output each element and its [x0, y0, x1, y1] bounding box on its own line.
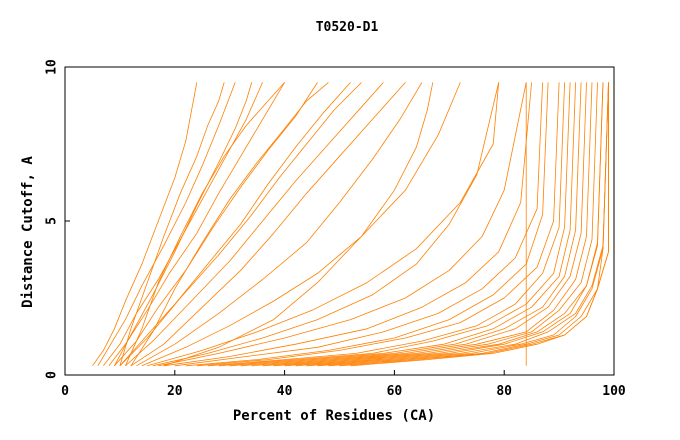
series-line-model-23: [251, 82, 587, 367]
series-line-model-20: [218, 82, 571, 367]
series-line-model-17: [185, 82, 549, 367]
series-line-model-28: [306, 82, 609, 367]
series-line-model-34: [125, 82, 285, 366]
series-line-model-09: [130, 82, 406, 367]
series-line-model-03: [103, 82, 263, 367]
series-line-model-19: [207, 82, 565, 367]
series-line-model-02: [97, 82, 236, 367]
series-line-model-12: [147, 82, 500, 367]
series-line-model-06: [119, 82, 351, 367]
series-line-model-33: [119, 82, 225, 366]
series-line-model-14: [158, 82, 527, 367]
x-axis: 0 20 40 60 80 100: [61, 370, 626, 399]
x-tick-label: 80: [496, 384, 512, 399]
series-line-model-16: [174, 82, 543, 367]
x-tick-label: 100: [602, 384, 626, 399]
series-line-model-26: [284, 82, 604, 367]
x-tick-label: 60: [387, 384, 403, 399]
y-tick-label: 5: [45, 217, 60, 225]
x-axis-label: Percent of Residues (CA): [233, 408, 435, 424]
series-line-model-35: [130, 82, 329, 367]
series-line-model-01: [92, 82, 198, 367]
series-line-model-15: [163, 82, 532, 367]
series-line-model-36: [114, 82, 253, 366]
x-tick-label: 0: [61, 384, 69, 399]
series-line-model-37: [163, 82, 434, 367]
series-line-model-11: [141, 82, 461, 367]
plot-lines: [92, 82, 609, 367]
series-line-model-32: [350, 82, 609, 367]
x-tick-label: 40: [277, 384, 293, 399]
series-line-model-08: [119, 82, 362, 367]
series-line-model-18: [196, 82, 560, 367]
series-line-model-05: [114, 82, 318, 367]
series-line-model-22: [240, 82, 582, 367]
y-axis: 0 5 10: [45, 59, 70, 379]
series-line-model-07: [125, 82, 384, 367]
series-line-model-10: [136, 82, 423, 367]
series-line-model-25: [273, 82, 598, 367]
chart-title: T0520-D1: [316, 20, 379, 35]
y-axis-label: Distance Cutoff, A: [20, 156, 36, 308]
y-tick-label: 10: [45, 59, 60, 75]
series-line-model-27: [295, 82, 604, 367]
series-line-model-30: [328, 82, 609, 367]
y-tick-label: 0: [45, 371, 60, 379]
series-line-model-13: [152, 82, 500, 367]
series-line-model-29: [317, 82, 609, 367]
x-tick-label: 20: [167, 384, 183, 399]
series-line-model-21: [229, 82, 576, 367]
series-line-model-04: [108, 82, 285, 367]
